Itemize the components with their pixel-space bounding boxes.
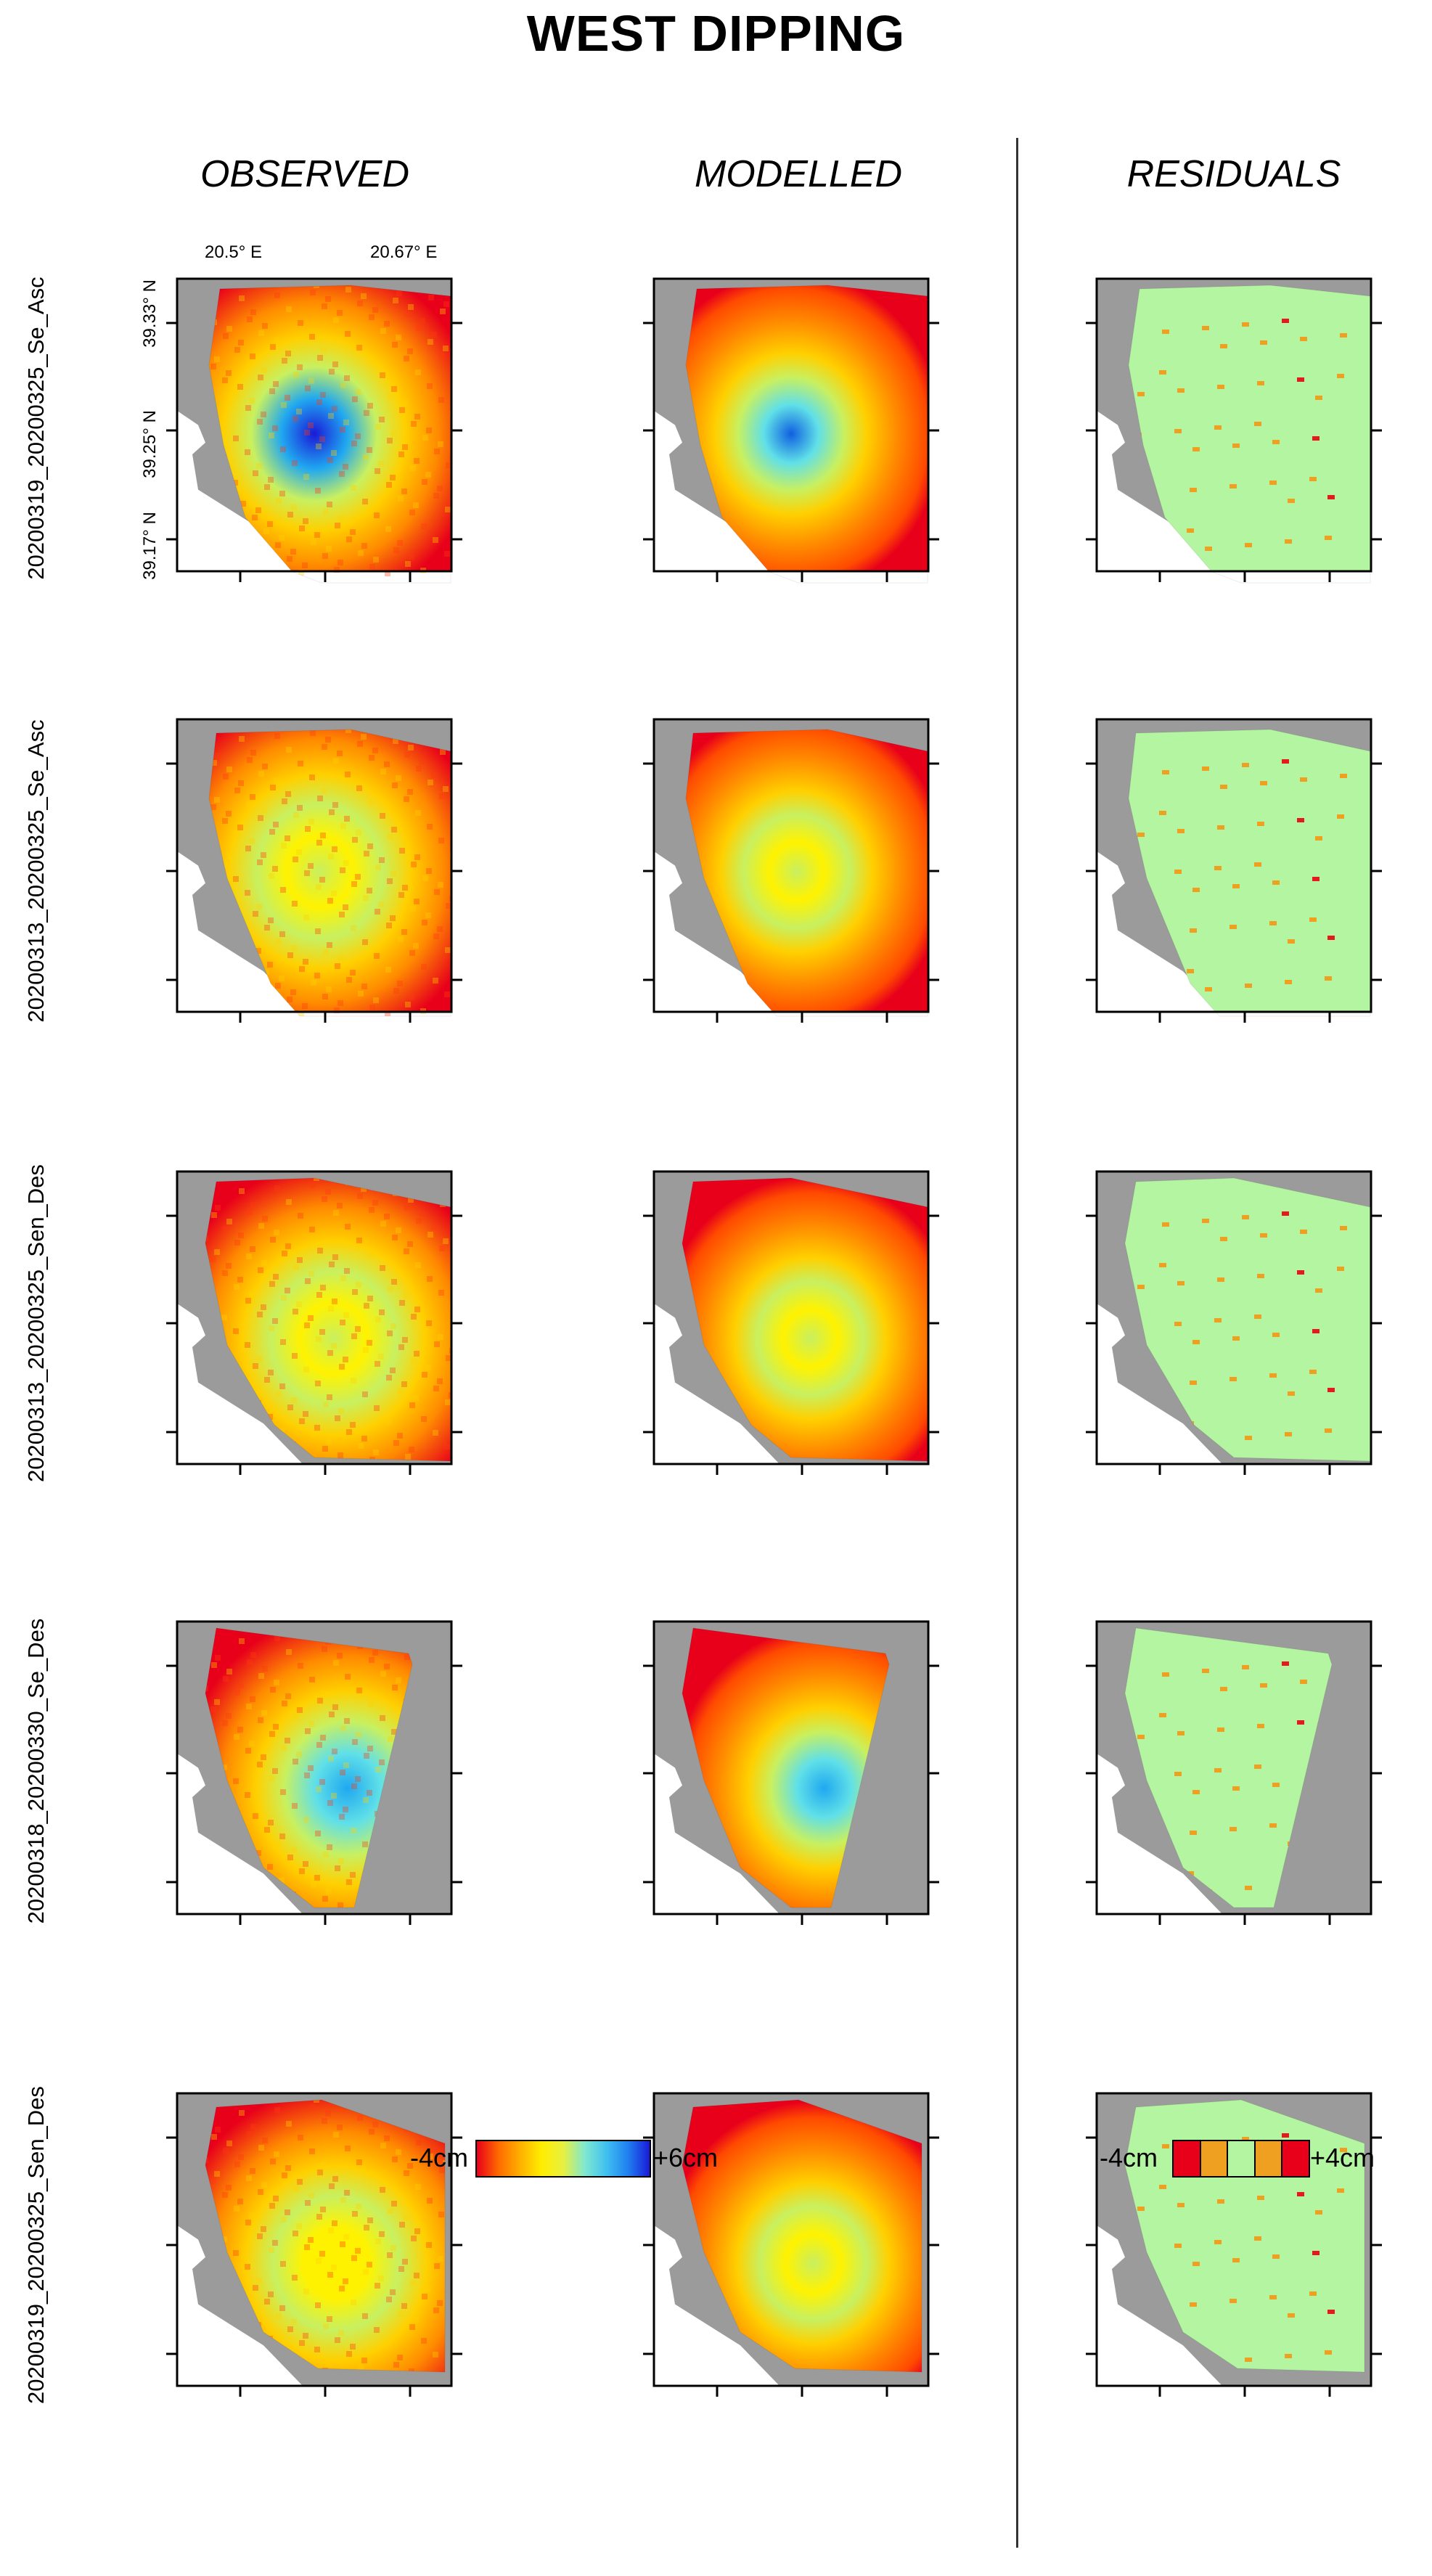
lon-tick-label-1: 20.5° E bbox=[205, 242, 262, 262]
residual-map-panel bbox=[1086, 277, 1382, 584]
colorbar-residual bbox=[1172, 2140, 1310, 2178]
colorbar-residual-min-label: -4cm bbox=[1100, 2143, 1158, 2172]
row-label-3: 20200313_20200325_Sen_Des bbox=[23, 1164, 49, 1482]
lat-tick-label-2: 39.25° N bbox=[140, 410, 160, 478]
figure-title: WEST DIPPING bbox=[526, 5, 906, 62]
row-label-2: 20200313_20200325_Se_Asc bbox=[23, 719, 49, 1023]
observed-map-panel bbox=[166, 1170, 462, 1475]
residual-swatch-1 bbox=[1174, 2141, 1201, 2176]
column-divider bbox=[1016, 138, 1018, 2548]
column-header-residuals: RESIDUALS bbox=[1126, 153, 1341, 195]
residual-swatch-4 bbox=[1255, 2141, 1283, 2176]
colorbar-main-min-label: -4cm bbox=[410, 2143, 468, 2172]
modelled-map-panel bbox=[643, 718, 939, 1023]
row-label-4: 20200318_20200330_Se_Des bbox=[23, 1618, 49, 1924]
lon-tick-label-2: 20.67° E bbox=[370, 242, 438, 262]
residual-map-panel bbox=[1086, 2092, 1382, 2397]
modelled-map-panel bbox=[643, 1620, 939, 1925]
modelled-map-panel bbox=[643, 2092, 939, 2397]
colorbar-main bbox=[475, 2140, 651, 2178]
observed-map-panel bbox=[166, 1620, 462, 1925]
modelled-map-panel bbox=[643, 1170, 939, 1475]
residual-swatch-2 bbox=[1200, 2141, 1229, 2176]
residual-swatch-3 bbox=[1228, 2141, 1256, 2176]
observed-map-panel bbox=[166, 277, 462, 584]
colorbar-residual-max-label: +4cm bbox=[1310, 2143, 1375, 2172]
lat-tick-label-3: 39.17° N bbox=[140, 512, 160, 580]
row-label-1: 20200319_20200325_Se_Asc bbox=[23, 277, 49, 580]
residual-map-panel bbox=[1086, 718, 1382, 1023]
residual-swatch-5 bbox=[1282, 2141, 1309, 2176]
column-header-observed: OBSERVED bbox=[200, 153, 410, 195]
column-header-modelled: MODELLED bbox=[694, 153, 903, 195]
residual-map-panel bbox=[1086, 1170, 1382, 1475]
modelled-map-panel bbox=[643, 277, 939, 584]
row-label-5: 20200319_20200325_Sen_Des bbox=[23, 2086, 49, 2404]
observed-map-panel bbox=[166, 2092, 462, 2397]
observed-map-panel bbox=[166, 718, 462, 1023]
colorbar-main-max-label: +6cm bbox=[653, 2143, 719, 2172]
lat-tick-label-1: 39.33° N bbox=[140, 279, 160, 348]
residual-map-panel bbox=[1086, 1620, 1382, 1925]
